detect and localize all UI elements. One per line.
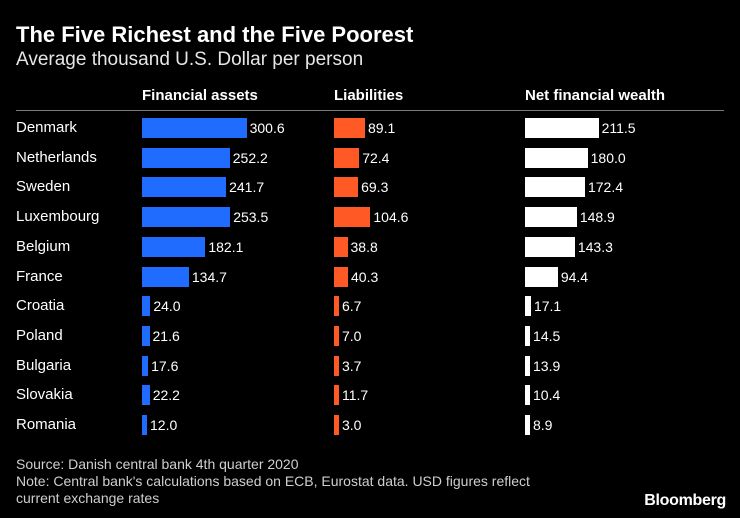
country-label-croatia: Croatia (16, 297, 65, 315)
country-label-belgium: Belgium (16, 237, 71, 255)
bar-net-financial-wealth-sweden (525, 177, 585, 198)
value-label-financial-assets-sweden: 241.7 (229, 179, 265, 196)
bar-net-financial-wealth-belgium (525, 236, 575, 257)
bar-liabilities-romania (334, 415, 339, 435)
value-label-net-financial-wealth-france: 94.4 (560, 268, 589, 285)
bar-financial-assets-croatia (142, 296, 151, 317)
value-label-liabilities-belgium: 38.8 (350, 238, 378, 255)
value-label-financial-assets-slovakia: 22.2 (152, 387, 180, 404)
bar-financial-assets-bulgaria (142, 355, 149, 376)
value-label-financial-assets-croatia: 24.0 (153, 298, 181, 315)
country-label-denmark: Denmark (16, 119, 77, 136)
value-label-liabilities-france: 40.3 (351, 268, 379, 285)
value-label-financial-assets-romania: 12.0 (150, 417, 178, 433)
bar-net-financial-wealth-netherlands (525, 147, 588, 168)
value-label-liabilities-slovakia: 11.7 (342, 387, 369, 404)
value-label-net-financial-wealth-croatia: 17.1 (533, 298, 562, 315)
country-label-luxembourg: Luxembourg (16, 208, 100, 226)
bar-liabilities-france (334, 266, 349, 287)
bar-net-financial-wealth-poland (525, 325, 531, 346)
value-label-net-financial-wealth-romania: 8.9 (533, 417, 553, 433)
bar-net-financial-wealth-romania (525, 415, 530, 435)
header-divider (16, 110, 724, 111)
bar-liabilities-poland (334, 325, 339, 346)
value-label-net-financial-wealth-poland: 14.5 (533, 327, 561, 344)
bar-liabilities-slovakia (334, 385, 339, 406)
bar-liabilities-sweden (334, 177, 359, 198)
bloomberg-logo: Bloomberg (644, 492, 726, 509)
value-label-financial-assets-denmark: 300.6 (249, 120, 285, 136)
bar-net-financial-wealth-denmark (525, 118, 599, 138)
bar-net-financial-wealth-france (525, 266, 558, 287)
country-label-bulgaria: Bulgaria (16, 356, 72, 374)
country-label-sweden: Sweden (16, 178, 71, 196)
bar-liabilities-denmark (334, 118, 365, 138)
value-label-financial-assets-poland: 21.6 (152, 327, 180, 344)
value-label-liabilities-poland: 7.0 (342, 327, 362, 344)
value-label-liabilities-netherlands: 72.4 (362, 149, 390, 166)
value-label-financial-assets-belgium: 182.1 (208, 238, 244, 255)
bar-liabilities-bulgaria (334, 355, 339, 376)
value-label-liabilities-denmark: 89.1 (368, 120, 396, 136)
country-label-netherlands: Netherlands (16, 148, 97, 166)
value-label-net-financial-wealth-bulgaria: 13.9 (533, 357, 561, 374)
chart-title: The Five Richest and the Five Poorest (16, 22, 414, 47)
value-label-financial-assets-luxembourg: 253.5 (233, 209, 269, 226)
value-label-financial-assets-bulgaria: 17.6 (151, 357, 179, 374)
bar-financial-assets-netherlands (142, 147, 230, 168)
column-header-financial-assets: Financial assets (142, 87, 258, 104)
value-label-liabilities-croatia: 6.7 (342, 298, 362, 315)
value-label-net-financial-wealth-luxembourg: 148.9 (579, 209, 615, 226)
bar-financial-assets-sweden (142, 177, 227, 198)
country-label-slovakia: Slovakia (16, 386, 73, 404)
bar-liabilities-luxembourg (334, 207, 371, 228)
bar-financial-assets-slovakia (142, 385, 150, 406)
country-label-poland: Poland (16, 326, 63, 344)
bar-financial-assets-denmark (142, 118, 247, 138)
bar-financial-assets-romania (142, 415, 147, 435)
bar-financial-assets-luxembourg (142, 207, 231, 228)
value-label-net-financial-wealth-sweden: 172.4 (587, 179, 624, 196)
bar-net-financial-wealth-croatia (525, 296, 531, 317)
value-label-net-financial-wealth-belgium: 143.3 (577, 238, 613, 255)
source-note: Source: Danish central bank 4th quarter … (16, 456, 299, 472)
bar-financial-assets-poland (142, 325, 150, 346)
bar-financial-assets-belgium (142, 236, 206, 257)
value-label-liabilities-romania: 3.0 (342, 417, 362, 433)
value-label-net-financial-wealth-slovakia: 10.4 (533, 387, 561, 404)
value-label-liabilities-luxembourg: 104.6 (373, 209, 409, 226)
value-label-liabilities-sweden: 69.3 (361, 179, 389, 196)
value-label-financial-assets-netherlands: 252.2 (232, 149, 268, 166)
bar-liabilities-netherlands (334, 147, 360, 168)
value-label-net-financial-wealth-netherlands: 180.0 (590, 149, 626, 166)
value-label-financial-assets-france: 134.7 (191, 268, 227, 285)
bar-net-financial-wealth-slovakia (525, 385, 530, 406)
footnote-line-2: current exchange rates (16, 490, 160, 506)
footnote-line-1: Note: Central bank's calculations based … (16, 473, 530, 489)
value-label-liabilities-bulgaria: 3.7 (342, 357, 362, 374)
bar-net-financial-wealth-bulgaria (525, 355, 530, 376)
chart-subtitle: Average thousand U.S. Dollar per person (16, 49, 364, 70)
column-header-liabilities: Liabilities (334, 87, 404, 104)
bar-liabilities-belgium (334, 236, 348, 257)
country-label-romania: Romania (16, 416, 77, 433)
bar-financial-assets-france (142, 266, 189, 287)
bar-liabilities-croatia (334, 296, 339, 317)
value-label-net-financial-wealth-denmark: 211.5 (601, 120, 636, 136)
country-label-france: France (16, 267, 63, 285)
column-header-net-financial-wealth: Net financial wealth (525, 87, 666, 104)
bar-net-financial-wealth-luxembourg (525, 207, 577, 228)
